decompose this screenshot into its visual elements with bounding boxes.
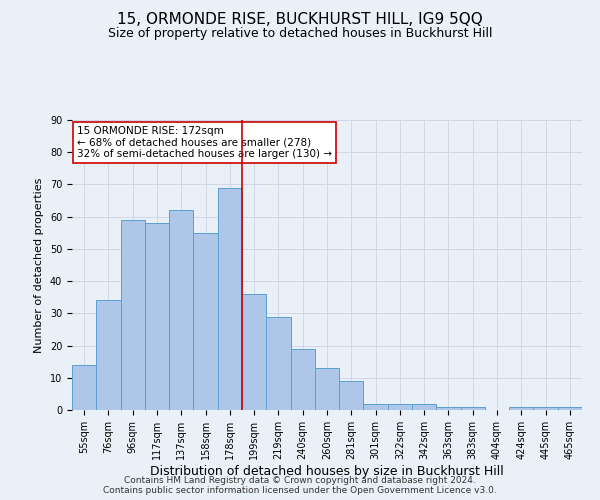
Y-axis label: Number of detached properties: Number of detached properties bbox=[34, 178, 44, 352]
Text: 15 ORMONDE RISE: 172sqm
← 68% of detached houses are smaller (278)
32% of semi-d: 15 ORMONDE RISE: 172sqm ← 68% of detache… bbox=[77, 126, 332, 159]
Bar bbox=[315, 368, 339, 410]
Bar bbox=[461, 407, 485, 410]
X-axis label: Distribution of detached houses by size in Buckhurst Hill: Distribution of detached houses by size … bbox=[150, 464, 504, 477]
Text: Size of property relative to detached houses in Buckhurst Hill: Size of property relative to detached ho… bbox=[108, 28, 492, 40]
Bar bbox=[339, 381, 364, 410]
Bar bbox=[242, 294, 266, 410]
Bar bbox=[72, 365, 96, 410]
Bar bbox=[364, 404, 388, 410]
Bar bbox=[121, 220, 145, 410]
Bar bbox=[533, 407, 558, 410]
Bar bbox=[193, 233, 218, 410]
Bar bbox=[145, 223, 169, 410]
Text: 15, ORMONDE RISE, BUCKHURST HILL, IG9 5QQ: 15, ORMONDE RISE, BUCKHURST HILL, IG9 5Q… bbox=[117, 12, 483, 28]
Bar bbox=[412, 404, 436, 410]
Bar bbox=[96, 300, 121, 410]
Bar bbox=[558, 407, 582, 410]
Bar bbox=[218, 188, 242, 410]
Bar bbox=[388, 404, 412, 410]
Bar bbox=[169, 210, 193, 410]
Bar bbox=[290, 349, 315, 410]
Bar bbox=[266, 316, 290, 410]
Bar bbox=[436, 407, 461, 410]
Bar bbox=[509, 407, 533, 410]
Text: Contains HM Land Registry data © Crown copyright and database right 2024.
Contai: Contains HM Land Registry data © Crown c… bbox=[103, 476, 497, 495]
